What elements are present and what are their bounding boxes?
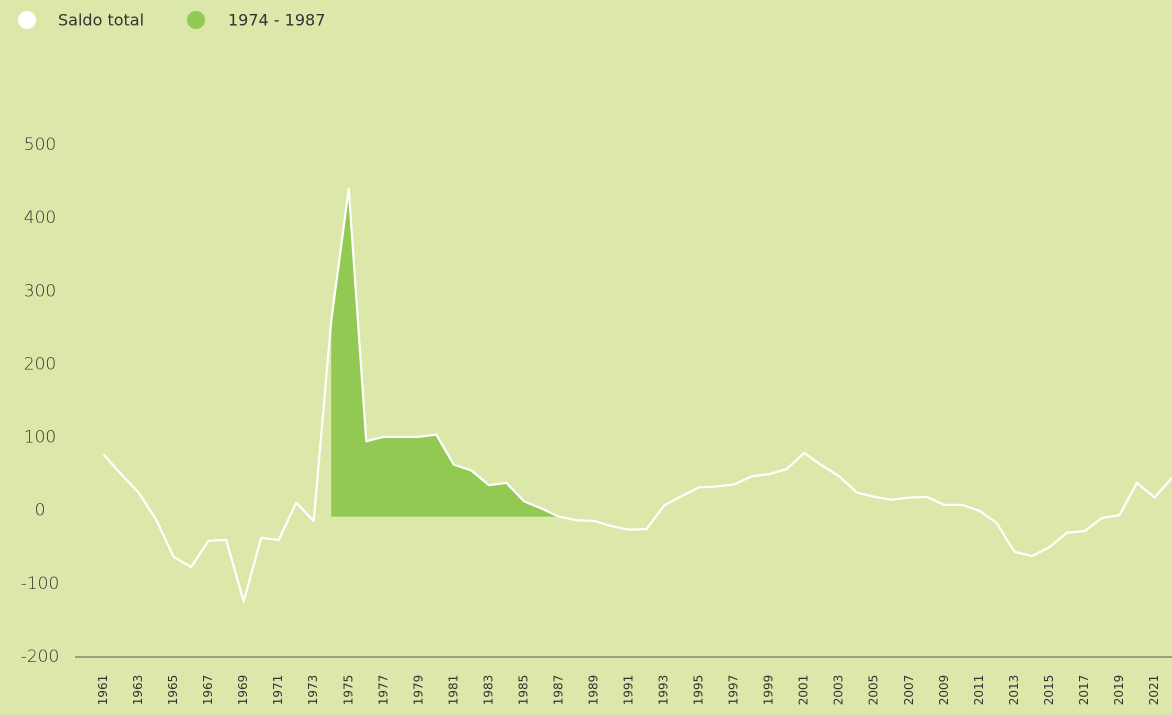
x-tick-label: 1973 bbox=[306, 675, 320, 706]
y-tick-label: 500 bbox=[24, 135, 56, 155]
x-tick-label: 1967 bbox=[201, 675, 215, 706]
x-tick-label: 1993 bbox=[657, 675, 671, 706]
x-tick-label: 1987 bbox=[551, 675, 565, 706]
legend-marker bbox=[187, 11, 205, 29]
x-tick-label: 1977 bbox=[376, 675, 390, 706]
x-tick-label: 2011 bbox=[972, 675, 986, 706]
x-tick-label: 1999 bbox=[762, 675, 776, 706]
highlight-area bbox=[331, 188, 559, 517]
legend-label: Saldo total bbox=[58, 11, 144, 30]
y-tick-label: -100 bbox=[21, 574, 60, 594]
x-tick-label: 1961 bbox=[96, 675, 110, 706]
y-tick-label: 400 bbox=[24, 208, 56, 228]
x-tick-label: 1997 bbox=[727, 675, 741, 706]
y-tick-label: 300 bbox=[24, 281, 56, 301]
x-tick-label: 1971 bbox=[271, 675, 285, 706]
y-tick-label: 200 bbox=[24, 354, 56, 374]
x-tick-label: 1981 bbox=[446, 675, 460, 706]
x-tick-label: 2013 bbox=[1007, 675, 1021, 706]
x-tick-label: 2017 bbox=[1077, 675, 1091, 706]
x-tick-label: 1995 bbox=[692, 675, 706, 706]
x-tick-label: 2005 bbox=[867, 675, 881, 706]
y-tick-label: 0 bbox=[35, 501, 46, 521]
x-tick-label: 2019 bbox=[1112, 675, 1126, 706]
legend-marker bbox=[18, 11, 36, 29]
x-tick-label: 1991 bbox=[622, 675, 636, 706]
x-tick-label: 1989 bbox=[586, 675, 600, 706]
x-tick-label: 1983 bbox=[481, 675, 495, 706]
x-tick-label: 2009 bbox=[937, 675, 951, 706]
x-tick-label: 1963 bbox=[131, 675, 145, 706]
x-tick-label: 1985 bbox=[516, 675, 530, 706]
x-tick-label: 2021 bbox=[1147, 675, 1161, 706]
x-tick-label: 2007 bbox=[902, 675, 916, 706]
line bbox=[102, 187, 1172, 603]
x-tick-label: 2003 bbox=[832, 675, 846, 706]
x-tick-label: 1969 bbox=[236, 675, 250, 706]
x-tick-label: 2015 bbox=[1042, 675, 1056, 706]
y-tick-label: -200 bbox=[21, 647, 60, 667]
x-tick-label: 2001 bbox=[797, 675, 811, 706]
x-tick-label: 1975 bbox=[341, 675, 355, 706]
legend-label: 1974 - 1987 bbox=[228, 11, 325, 30]
x-tick-label: 1979 bbox=[411, 675, 425, 706]
y-tick-label: 100 bbox=[24, 428, 56, 448]
x-tick-label: 1965 bbox=[166, 675, 180, 706]
